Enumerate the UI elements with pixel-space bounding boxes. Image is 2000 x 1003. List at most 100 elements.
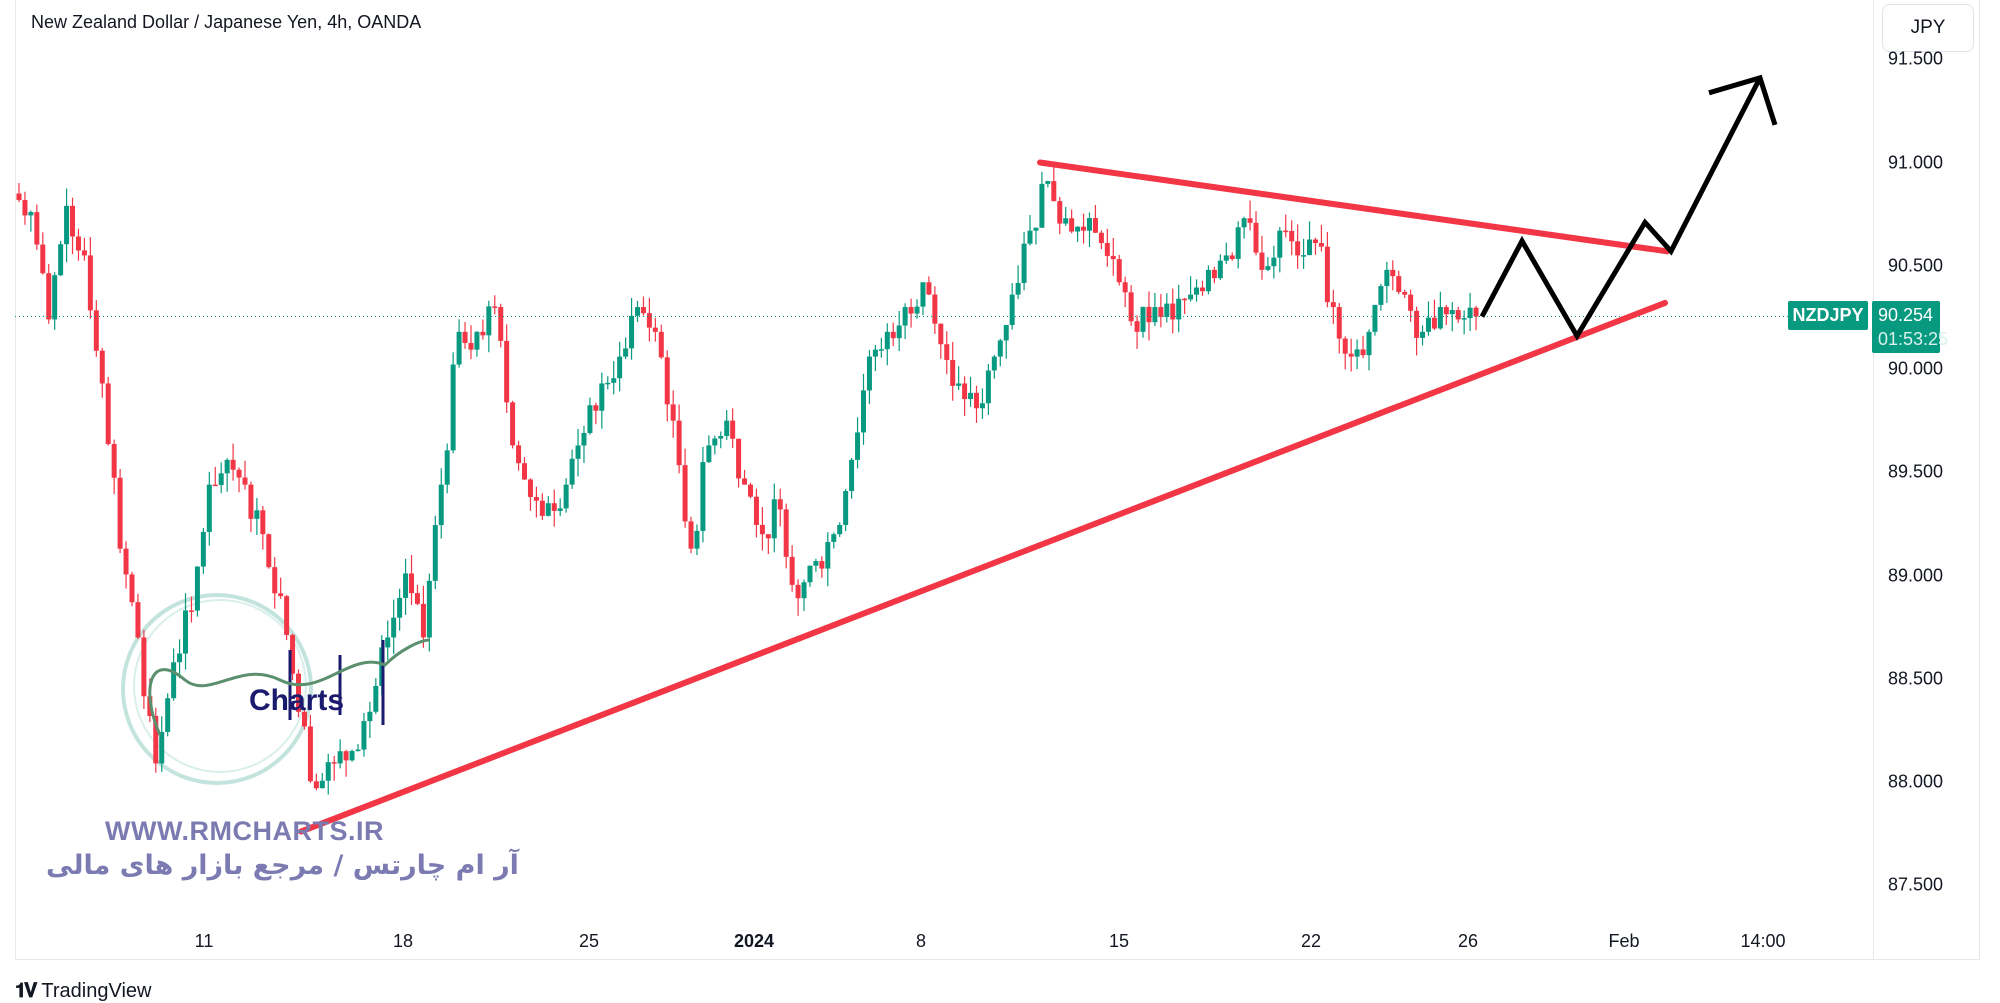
currency-button[interactable]: JPY — [1882, 4, 1974, 52]
candle-down — [1289, 230, 1295, 242]
price-tick: 90.500 — [1888, 255, 1944, 276]
candle-up — [635, 307, 641, 316]
candle-down — [1431, 317, 1437, 329]
candle-down — [908, 307, 914, 314]
candle-down — [1081, 226, 1087, 231]
candle-down — [640, 307, 646, 314]
candle-up — [1307, 239, 1313, 256]
candle-down — [313, 781, 319, 789]
candle-down — [748, 484, 753, 497]
candle-up — [1372, 304, 1378, 332]
time-tick: 18 — [392, 931, 414, 951]
candle-down — [1360, 349, 1366, 356]
candle-up — [575, 445, 581, 459]
candle-down — [1057, 201, 1063, 224]
candle-down — [736, 438, 742, 479]
candle-up — [28, 212, 34, 216]
candle-up — [706, 445, 712, 463]
candle-down — [593, 405, 599, 411]
candle-up — [361, 721, 367, 750]
candle-up — [884, 331, 890, 350]
candle-up — [902, 307, 908, 326]
candle-down — [753, 496, 759, 525]
candle-down — [409, 573, 415, 594]
candle-up — [52, 275, 58, 320]
candle-up — [1425, 317, 1431, 332]
projection-arrowhead-icon — [1708, 74, 1778, 126]
candle-down — [1390, 269, 1396, 277]
candle-down — [1092, 218, 1098, 233]
candle-down — [950, 359, 956, 386]
candle-up — [831, 534, 837, 542]
candle-down — [932, 294, 938, 324]
candle-down — [664, 357, 670, 405]
candle-down — [296, 673, 302, 712]
candle-up — [1461, 318, 1467, 320]
time-tick: 15 — [1108, 931, 1130, 951]
candle-up — [1223, 255, 1229, 261]
candle-up — [391, 617, 397, 638]
candle-up — [813, 561, 819, 566]
candle-down — [307, 726, 313, 782]
symbol-badge: NZDJPY — [1788, 301, 1868, 330]
candle-up — [254, 510, 260, 519]
candle-down — [926, 282, 932, 295]
candle-up — [712, 438, 718, 446]
candle-down — [890, 331, 896, 339]
candle-up — [914, 306, 920, 314]
candle-up — [771, 499, 777, 539]
bar-countdown: 01:53:25 — [1878, 329, 1949, 349]
candle-up — [1188, 294, 1194, 300]
price-axis-divider — [1873, 0, 1874, 960]
candle-down — [1134, 321, 1140, 332]
candle-up — [997, 340, 1003, 357]
candle-down — [301, 711, 307, 727]
candle-down — [1396, 276, 1402, 292]
candle-down — [646, 313, 652, 328]
candle-down — [938, 323, 944, 345]
candle-up — [849, 459, 855, 491]
candle-down — [40, 244, 46, 274]
candle-up — [843, 490, 849, 525]
candle-down — [1414, 310, 1420, 338]
candle-up — [807, 565, 813, 583]
candle-down — [1069, 218, 1075, 232]
time-tick: 26 — [1457, 931, 1479, 951]
candle-up — [206, 484, 212, 532]
tradingview-brand[interactable]: 𝟏𝐕 TradingView — [15, 980, 151, 1003]
candle-up — [700, 462, 706, 531]
price-tick: 88.000 — [1888, 771, 1944, 792]
price-tick: 91.500 — [1888, 48, 1944, 69]
candle-down — [1473, 307, 1479, 317]
candle-up — [367, 711, 373, 722]
candle-down — [105, 383, 111, 445]
watermark-swoosh-icon — [148, 638, 431, 736]
candle-up — [855, 432, 861, 460]
time-tick: 2024 — [733, 931, 775, 951]
candle-up — [355, 749, 361, 752]
last-price-badge: 90.254 01:53:25 — [1872, 301, 1949, 353]
candle-down — [278, 593, 284, 597]
candle-up — [194, 566, 200, 611]
candle-up — [200, 531, 206, 567]
candle-up — [373, 685, 379, 712]
candle-up — [64, 205, 70, 245]
candle-up — [1241, 218, 1247, 228]
candle-down — [1247, 218, 1253, 223]
candle-down — [46, 273, 52, 320]
candle-down — [70, 205, 76, 237]
candle-down — [962, 383, 968, 400]
candle-down — [242, 477, 248, 485]
time-tick: Feb — [1608, 931, 1640, 951]
candle-down — [1122, 282, 1128, 293]
lower-trendline — [298, 299, 1668, 835]
candle-down — [1402, 291, 1408, 295]
candle-down — [533, 497, 539, 501]
candle-down — [658, 331, 664, 358]
candle-up — [1075, 226, 1081, 232]
candle-down — [973, 392, 979, 409]
candle-up — [878, 349, 884, 351]
candle-down — [1110, 255, 1116, 260]
price-tick: 87.500 — [1888, 874, 1944, 895]
